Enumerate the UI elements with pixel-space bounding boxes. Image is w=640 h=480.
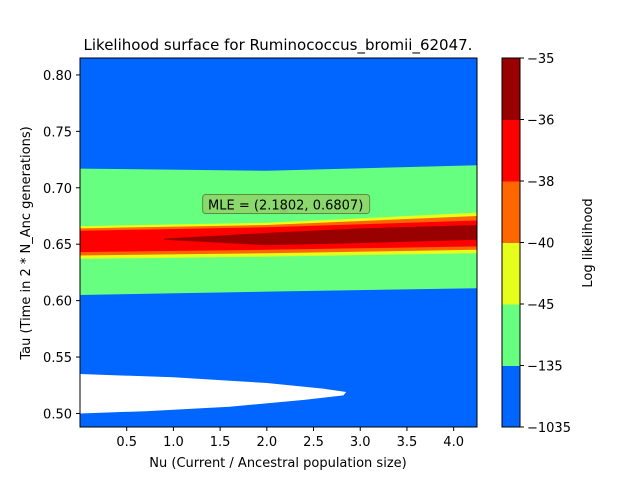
x-tick-label: 1.5: [210, 435, 231, 450]
x-tick-label: 2.0: [256, 435, 277, 450]
unfilled-region: [80, 374, 347, 414]
colorbar-tick-label: −1035: [527, 421, 571, 436]
colorbar-tick-label: −35: [527, 52, 554, 67]
y-tick-label: 0.70: [43, 182, 72, 197]
x-tick-label: 2.5: [303, 435, 324, 450]
x-tick-label: 4.0: [443, 435, 464, 450]
colorbar-tick-label: −135: [527, 360, 563, 375]
colorbar-tick-label: −45: [527, 298, 554, 313]
chart-title: Likelihood surface for Ruminococcus_brom…: [84, 36, 473, 55]
colorbar-segment-0: [502, 365, 520, 428]
y-tick-label: 0.60: [43, 295, 72, 310]
y-tick-label: 0.55: [43, 351, 72, 366]
mle-label-box: [202, 194, 371, 215]
plot-frame: [79, 57, 478, 428]
x-tick-label: 3.5: [397, 435, 418, 450]
x-tick-label: 0.5: [116, 435, 137, 450]
colorbar-segment-1: [502, 304, 520, 366]
colorbar-segment-5: [502, 58, 520, 120]
mle-label: MLE = (2.1802, 0.6807): [208, 199, 363, 214]
x-axis: 0.5 1.0 1.5 2.0 2.5 3.0 3.5 4.0: [116, 427, 464, 450]
y-axis-label: Tau (Time in 2 * N_Anc generations): [19, 126, 34, 360]
x-axis-label: Nu (Current / Ancestral population size): [149, 456, 406, 471]
y-tick-label: 0.80: [43, 69, 72, 84]
y-tick-label: 0.75: [43, 125, 72, 140]
colorbar-segment-3: [502, 181, 520, 243]
y-tick-label: 0.50: [43, 407, 72, 422]
colorbar-tick-label: −40: [527, 237, 554, 252]
colorbar-tick-label: −38: [527, 175, 554, 190]
colorbar-segment-4: [502, 119, 520, 182]
colorbar-segment-2: [502, 242, 520, 305]
mle-annotation: MLE = (2.1802, 0.6807): [202, 194, 371, 215]
y-tick-label: 0.65: [43, 238, 72, 253]
x-tick-label: 3.0: [350, 435, 371, 450]
contour-fill-group: [80, 58, 477, 427]
colorbar-label: Log likelihood: [581, 198, 596, 287]
contour-band-level-5: [164, 225, 477, 246]
contour-plot: [79, 57, 478, 428]
colorbar-tick-label: −36: [527, 114, 554, 129]
x-tick-label: 1.0: [163, 435, 184, 450]
y-axis: 0.50 0.55 0.60 0.65 0.70 0.75 0.80: [43, 69, 80, 422]
colorbar: −1035 −135 −45 −40 −38 −36 −35: [501, 52, 571, 436]
